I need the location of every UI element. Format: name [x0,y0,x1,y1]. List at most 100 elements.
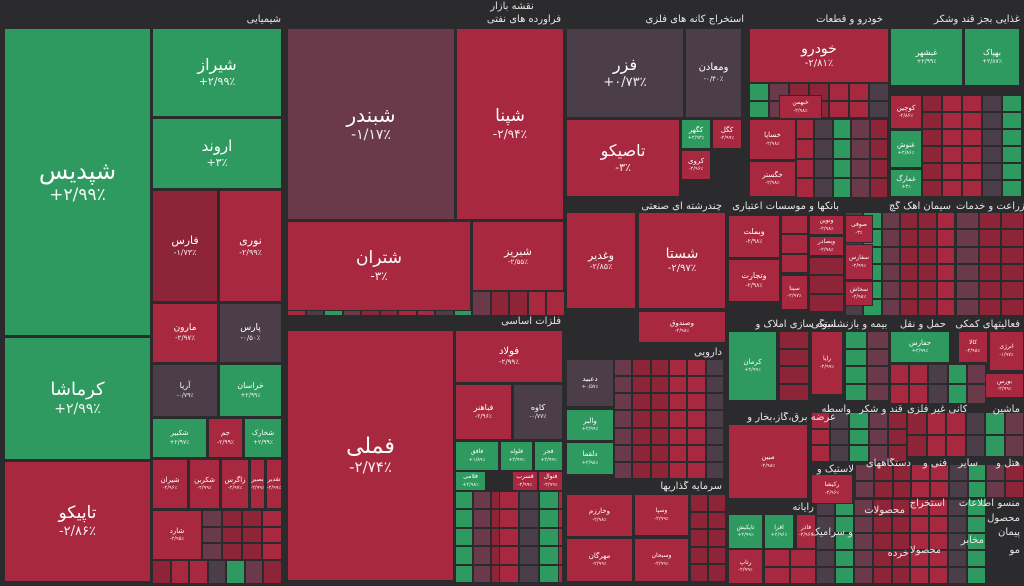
mini-stock-cell[interactable] [796,158,815,179]
mini-stock-cell[interactable] [910,533,930,550]
stock-tile[interactable]: کرماشا +۲/۹۹٪ [4,337,151,460]
mini-stock-cell[interactable] [967,567,986,584]
mini-stock-cell[interactable] [845,366,867,384]
mini-stock-cell[interactable] [982,180,1002,197]
mini-stock-cell[interactable] [922,129,942,146]
stock-tile[interactable]: مهرگان -۲/۹۹٪ [566,538,633,582]
mini-stock-cell[interactable] [918,281,937,299]
mini-stock-cell[interactable] [967,516,986,533]
stock-tile[interactable]: ومعادن -۰/۴۰٪ [685,28,742,118]
mini-stock-cell[interactable] [705,359,724,377]
stock-tile[interactable]: اروند +۳٪ [152,118,282,189]
mini-stock-cell[interactable] [242,510,262,527]
mini-stock-cell[interactable] [779,348,809,366]
mini-stock-cell[interactable] [546,291,565,316]
mini-stock-cell[interactable] [929,550,949,567]
stock-tile[interactable]: شتران -۳٪ [287,221,471,311]
mini-stock-cell[interactable] [650,444,669,462]
stock-tile[interactable]: وصندوق -۲/۹۸٪ [638,311,726,343]
mini-stock-cell[interactable] [948,499,968,516]
stock-tile[interactable]: فزر +۰/۷۳٪ [566,28,684,118]
stock-tile[interactable]: کوچین -۲/۸۶٪ [890,95,922,129]
mini-stock-cell[interactable] [262,510,282,527]
mini-stock-cell[interactable] [632,444,651,462]
mini-stock-cell[interactable] [942,95,962,112]
mini-stock-cell[interactable] [814,158,833,179]
stock-tile[interactable]: زاگرس -۲/۹۷٪ [221,459,249,509]
mini-stock-cell[interactable] [1002,95,1022,112]
mini-stock-cell[interactable] [539,546,559,565]
mini-stock-cell[interactable] [947,364,967,384]
mini-stock-cell[interactable] [539,527,559,547]
mini-stock-cell[interactable] [202,526,222,544]
mini-stock-cell[interactable] [455,564,473,583]
mini-stock-cell[interactable] [985,412,1005,435]
mini-stock-cell[interactable] [881,264,900,282]
mini-stock-cell[interactable] [956,229,979,247]
mini-stock-cell[interactable] [853,550,873,567]
mini-stock-cell[interactable] [473,546,491,565]
mini-stock-cell[interactable] [708,546,726,565]
mini-stock-cell[interactable] [834,567,854,584]
mini-stock-cell[interactable] [669,410,688,428]
mini-stock-cell[interactable] [509,291,528,316]
mini-stock-cell[interactable] [262,543,282,560]
mini-stock-cell[interactable] [867,331,889,349]
mini-stock-cell[interactable] [669,359,688,377]
mini-stock-cell[interactable] [829,83,849,101]
stock-tile[interactable]: شبندر -۱/۱۷٪ [287,28,455,220]
mini-stock-cell[interactable] [830,428,850,446]
mini-stock-cell[interactable] [519,527,539,547]
mini-stock-cell[interactable] [942,180,962,197]
mini-stock-cell[interactable] [967,533,986,550]
mini-stock-cell[interactable] [966,384,986,404]
stock-tile[interactable]: خگستر -۲/۹۸٪ [749,161,796,197]
mini-stock-cell[interactable] [891,567,911,584]
mini-stock-cell[interactable] [816,516,835,533]
mini-stock-cell[interactable] [781,215,808,235]
mini-stock-cell[interactable] [978,264,1002,282]
mini-stock-cell[interactable] [890,364,910,384]
mini-stock-cell[interactable] [892,481,912,498]
mini-stock-cell[interactable] [242,526,262,544]
mini-stock-cell[interactable] [909,364,929,384]
mini-stock-cell[interactable] [816,550,835,567]
mini-stock-cell[interactable] [650,427,669,445]
mini-stock-cell[interactable] [499,509,519,528]
mini-stock-cell[interactable] [962,129,982,146]
mini-stock-cell[interactable] [890,384,910,404]
mini-stock-cell[interactable] [669,376,688,394]
mini-stock-cell[interactable] [956,246,979,264]
mini-stock-cell[interactable] [853,533,873,550]
stock-tile[interactable]: شستا -۲/۹۷٪ [638,212,726,309]
mini-stock-cell[interactable] [872,533,892,550]
mini-stock-cell[interactable] [930,481,949,498]
mini-stock-cell[interactable] [519,564,539,583]
mini-stock-cell[interactable] [705,461,724,479]
mini-stock-cell[interactable] [869,138,888,159]
stock-tile[interactable]: مارون -۲/۹۷٪ [152,303,218,363]
mini-stock-cell[interactable] [922,112,942,129]
mini-stock-cell[interactable] [834,550,854,567]
mini-stock-cell[interactable] [222,543,242,560]
stock-tile[interactable]: کگل -۲/۹۹٪ [712,119,742,149]
mini-stock-cell[interactable] [965,434,985,457]
mini-stock-cell[interactable] [1005,481,1024,498]
mini-stock-cell[interactable] [455,509,473,528]
mini-stock-cell[interactable] [832,119,852,139]
stock-tile[interactable]: صوفی -۳٪ [845,215,873,243]
mini-stock-cell[interactable] [930,464,949,481]
mini-stock-cell[interactable] [708,511,726,530]
mini-stock-cell[interactable] [868,428,888,446]
mini-stock-cell[interactable] [851,138,870,159]
stock-tile[interactable]: بهپاک +۲/۸۷٪ [964,28,1020,86]
mini-stock-cell[interactable] [900,246,919,264]
stock-tile[interactable]: سفارس -۲/۹۹٪ [845,244,873,280]
mini-stock-cell[interactable] [967,464,987,481]
mini-stock-cell[interactable] [499,527,519,547]
mini-stock-cell[interactable] [853,567,873,584]
mini-stock-cell[interactable] [614,444,633,462]
mini-stock-cell[interactable] [918,246,937,264]
stock-tile[interactable]: شکربن -۲/۹۹٪ [189,459,220,509]
stock-tile[interactable]: انرژی -۱/۹۷٪ [989,331,1024,371]
